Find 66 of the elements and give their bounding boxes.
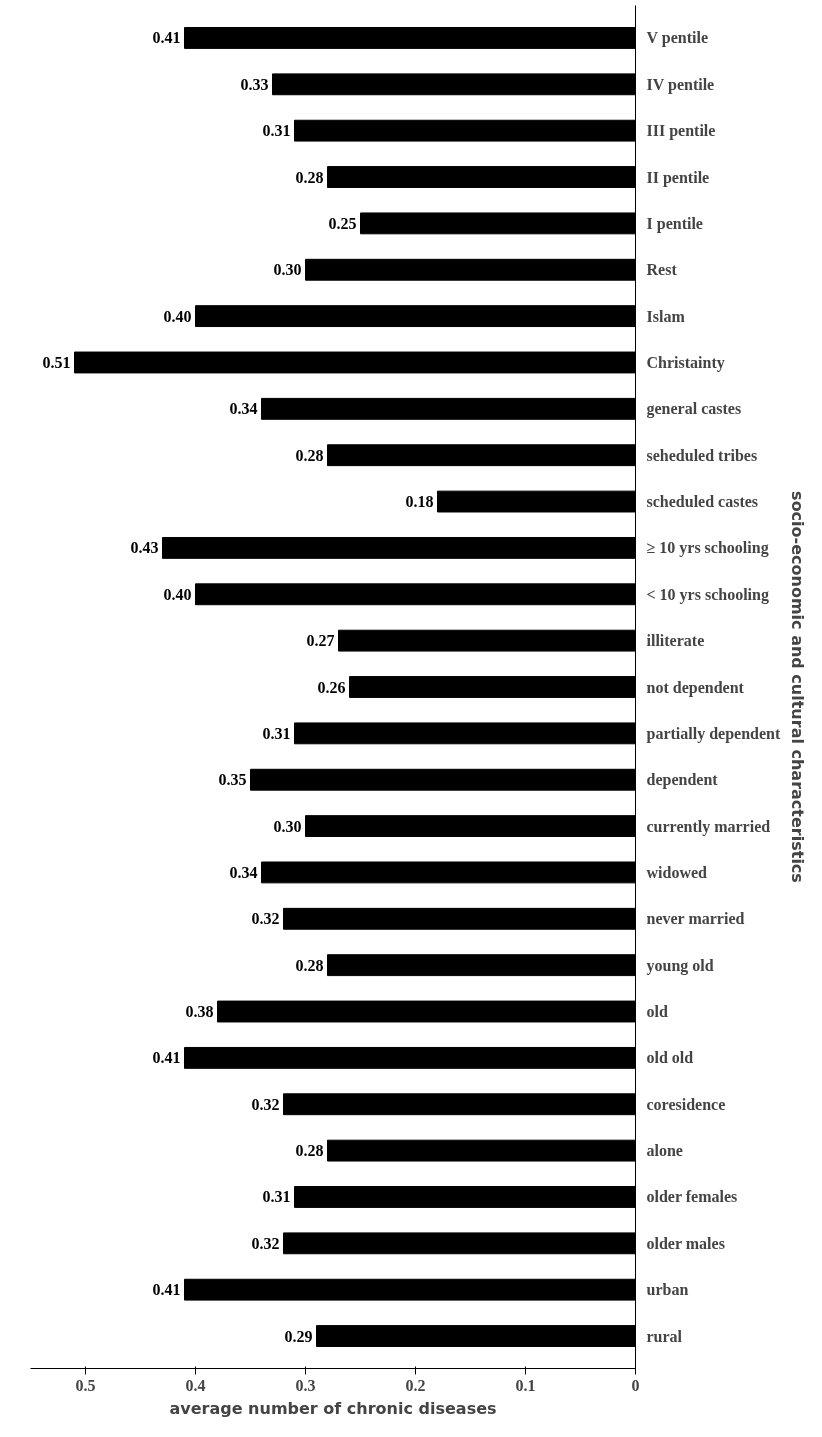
- data-label: 0.26: [317, 678, 346, 696]
- y-tick-label: never married: [646, 910, 745, 928]
- y-tick-label: rural: [646, 1327, 683, 1345]
- x-tick-label: 0: [631, 1376, 640, 1394]
- data-label: 0.30: [273, 817, 302, 835]
- data-label: 0.28: [295, 1142, 324, 1160]
- y-tick-label: V pentile: [646, 29, 708, 48]
- data-label: 0.43: [130, 539, 159, 557]
- y-tick-label: old old: [646, 1049, 694, 1067]
- y-tick-label: scheduled castes: [646, 493, 759, 511]
- data-label: 0.33: [240, 75, 269, 93]
- data-label: 0.40: [163, 585, 192, 603]
- data-label: 0.25: [328, 214, 357, 232]
- data-label: 0.34: [229, 863, 258, 881]
- x-tick-label: 0.4: [185, 1376, 206, 1394]
- y-tick-label: Rest: [646, 261, 678, 279]
- y-tick-label: alone: [646, 1142, 683, 1160]
- data-label: 0.41: [152, 1281, 181, 1299]
- y-tick-label: Islam: [646, 307, 686, 325]
- data-label: 0.32: [251, 1095, 280, 1113]
- data-label: 0.28: [295, 956, 324, 974]
- y-tick-label: general castes: [646, 400, 742, 419]
- y-tick-label: III pentile: [646, 122, 716, 141]
- data-label: 0.40: [163, 307, 192, 325]
- x-tick-label: 0.2: [405, 1376, 426, 1394]
- y-tick-label: Christainty: [646, 353, 725, 372]
- x-tick-label: 0.5: [75, 1376, 96, 1394]
- y-axis-title: socio-economic and cultural characteristics: [788, 491, 808, 883]
- data-label: 0.29: [284, 1327, 313, 1345]
- data-label: 0.51: [42, 353, 71, 371]
- data-label: 0.34: [229, 400, 258, 418]
- y-tick-label: currently married: [646, 817, 771, 836]
- data-label: 0.32: [251, 1234, 280, 1252]
- y-tick-label: young old: [646, 956, 714, 975]
- y-tick-label: widowed: [646, 863, 708, 881]
- y-tick-label: old: [646, 1003, 668, 1021]
- data-label: 0.28: [295, 446, 324, 464]
- data-label: 0.18: [405, 493, 434, 511]
- y-tick-label: < 10 yrs schooling: [646, 585, 769, 604]
- y-tick-label: I pentile: [646, 214, 703, 233]
- data-label: 0.31: [262, 122, 291, 140]
- y-tick-label: ≥ 10 yrs schooling: [646, 539, 769, 558]
- data-label: 0.41: [152, 29, 181, 47]
- y-tick-label: II pentile: [646, 168, 710, 187]
- data-label: 0.31: [262, 1188, 291, 1206]
- data-label: 0.30: [273, 261, 302, 279]
- y-tick-label: not dependent: [646, 678, 745, 697]
- y-tick-label: older males: [646, 1234, 725, 1252]
- y-tick-label: IV pentile: [646, 75, 715, 94]
- y-tick-label: dependent: [646, 771, 719, 790]
- x-tick-label: 0.1: [515, 1376, 536, 1394]
- data-label: 0.32: [251, 910, 280, 928]
- y-tick-label: urban: [646, 1281, 689, 1299]
- y-tick-label: partially dependent: [646, 724, 781, 743]
- data-label: 0.38: [185, 1003, 214, 1021]
- data-label: 0.35: [218, 771, 247, 789]
- y-tick-label: illiterate: [646, 632, 705, 650]
- y-tick-label: older females: [646, 1188, 738, 1206]
- y-tick-label: coresidence: [646, 1095, 726, 1113]
- y-tick-label: seheduled tribes: [646, 446, 758, 464]
- data-label: 0.28: [295, 168, 324, 186]
- data-label: 0.41: [152, 1049, 181, 1067]
- data-label: 0.27: [306, 632, 335, 650]
- data-label: 0.31: [262, 724, 291, 742]
- x-axis-title: average number of chronic diseases: [169, 1398, 497, 1418]
- x-tick-label: 0.3: [295, 1376, 316, 1394]
